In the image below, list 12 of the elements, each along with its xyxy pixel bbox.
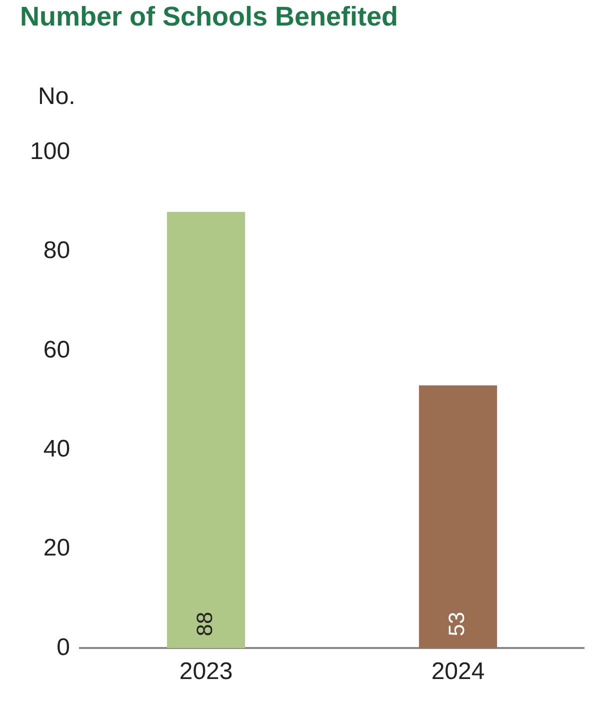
x-tick-label: 2024 [431,658,485,686]
y-tick-label: 100 [30,138,70,166]
data-label: 53 [444,612,470,636]
y-tick-label: 20 [43,534,70,562]
y-tick-label: 80 [43,237,70,264]
data-label: 88 [192,612,218,636]
x-tick-label: 2023 [179,658,233,686]
y-tick-label: 40 [43,436,70,463]
y-tick-label: 60 [43,336,70,364]
y-axis-title: No. [38,83,76,110]
y-tick-label: 0 [56,634,70,661]
chart-title: Number of Schools Benefited [20,2,398,32]
